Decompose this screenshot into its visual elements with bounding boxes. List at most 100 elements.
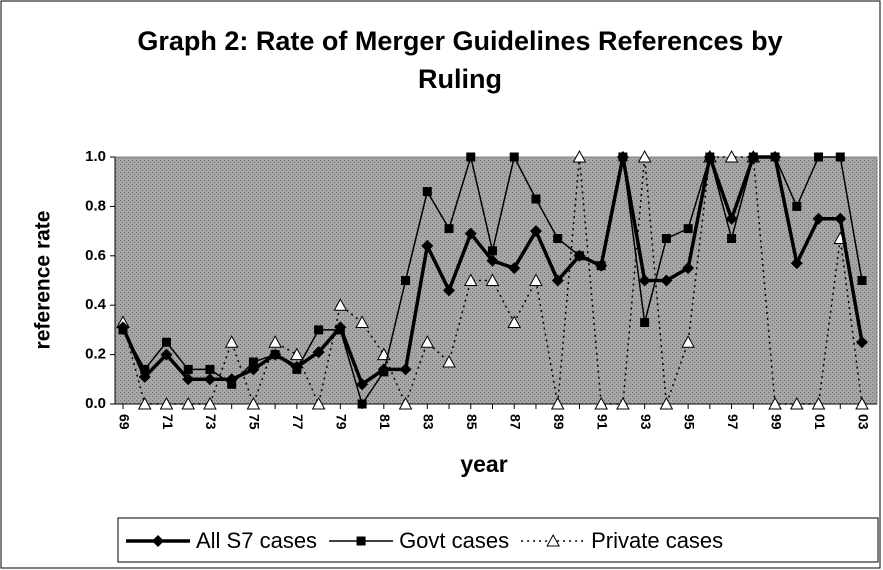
marker-square [640, 317, 650, 327]
x-tick-label: 85 [464, 414, 480, 430]
x-tick-label: 95 [681, 414, 697, 430]
marker-diamond [203, 373, 216, 386]
marker-triangle [485, 273, 500, 286]
marker-diamond [247, 363, 260, 376]
y-tick-label: 0.8 [85, 197, 106, 214]
marker-triangle [855, 396, 869, 410]
marker-triangle [768, 396, 782, 410]
y-tick-label: 0.4 [85, 296, 107, 313]
marker-diamond [377, 363, 390, 376]
y-tick-label: 0.0 [85, 395, 106, 412]
y-tick-label: 0.2 [85, 346, 106, 363]
x-tick-label: 03 [855, 414, 871, 430]
marker-triangle [789, 396, 804, 410]
x-tick-label: 71 [160, 414, 176, 430]
marker-square [205, 364, 215, 374]
marker-diamond [486, 254, 499, 267]
marker-diamond [660, 274, 673, 287]
marker-square [488, 246, 497, 256]
marker-triangle [616, 396, 630, 410]
marker-triangle [268, 335, 282, 348]
marker-diamond [117, 321, 129, 334]
x-tick-label: 93 [638, 414, 654, 430]
marker-square [792, 201, 802, 211]
legend-box [117, 517, 879, 563]
marker-square [466, 152, 476, 162]
marker-square [814, 152, 824, 162]
x-tick-label: 99 [768, 414, 784, 430]
marker-square [140, 364, 150, 374]
marker-triangle [290, 347, 304, 361]
marker-diamond [616, 151, 629, 163]
marker-diamond [443, 284, 456, 297]
marker-diamond [312, 346, 325, 359]
marker-diamond [747, 151, 760, 163]
x-tick-label: 89 [551, 414, 567, 430]
marker-triangle [550, 396, 565, 410]
x-tick-label: 77 [290, 414, 306, 430]
marker-diamond [769, 151, 782, 163]
marker-diamond [269, 348, 282, 361]
y-tick-label: 1.0 [85, 148, 106, 165]
x-tick-label: 97 [725, 414, 741, 430]
marker-diamond [152, 535, 164, 547]
marker-square [356, 536, 366, 546]
marker-diamond [508, 262, 521, 275]
x-tick-label: 83 [421, 414, 437, 430]
marker-diamond [682, 262, 695, 275]
marker-diamond [334, 321, 347, 334]
marker-triangle [398, 396, 413, 410]
marker-diamond [790, 257, 803, 270]
marker-square [357, 399, 367, 409]
marker-triangle [311, 396, 326, 410]
x-axis-title: year [460, 451, 507, 477]
marker-triangle [203, 396, 217, 410]
marker-square [422, 187, 432, 197]
marker-square [509, 152, 519, 162]
marker-triangle [529, 273, 543, 286]
marker-square [727, 234, 737, 244]
marker-diamond [421, 239, 434, 252]
marker-square [835, 152, 845, 162]
marker-diamond [573, 249, 586, 262]
marker-diamond [138, 370, 151, 383]
marker-square [444, 224, 454, 234]
x-tick-label: 79 [334, 414, 350, 430]
marker-triangle [159, 396, 174, 410]
marker-triangle [546, 533, 560, 547]
marker-triangle [637, 149, 652, 163]
marker-diamond [812, 212, 825, 225]
x-tick-label: 91 [594, 414, 610, 430]
marker-triangle [594, 396, 609, 410]
marker-triangle [181, 396, 196, 410]
marker-diamond [399, 363, 412, 376]
marker-triangle [659, 396, 674, 410]
x-tick-label: 75 [247, 414, 263, 430]
marker-square [683, 224, 693, 234]
marker-triangle [224, 335, 239, 348]
legend-label: All S7 cases [196, 528, 317, 553]
marker-diamond [551, 274, 564, 287]
marker-square [314, 325, 324, 335]
y-axis-title: reference rate [32, 211, 55, 350]
marker-diamond [464, 227, 477, 240]
marker-diamond [356, 378, 369, 391]
marker-triangle [572, 149, 587, 163]
marker-triangle [246, 396, 261, 410]
marker-square [531, 194, 541, 204]
marker-square [161, 337, 171, 347]
marker-square [183, 364, 193, 374]
marker-diamond [290, 360, 303, 373]
marker-triangle [507, 315, 522, 328]
marker-diamond [160, 348, 173, 361]
marker-diamond [182, 373, 195, 386]
marker-square [401, 276, 411, 285]
x-tick-label: 69 [116, 414, 132, 430]
marker-diamond [529, 225, 542, 238]
marker-triangle [681, 335, 695, 348]
marker-square [248, 357, 258, 367]
marker-triangle [442, 354, 456, 368]
legend-label: Private cases [591, 528, 723, 553]
x-tick-label: 73 [203, 414, 219, 430]
